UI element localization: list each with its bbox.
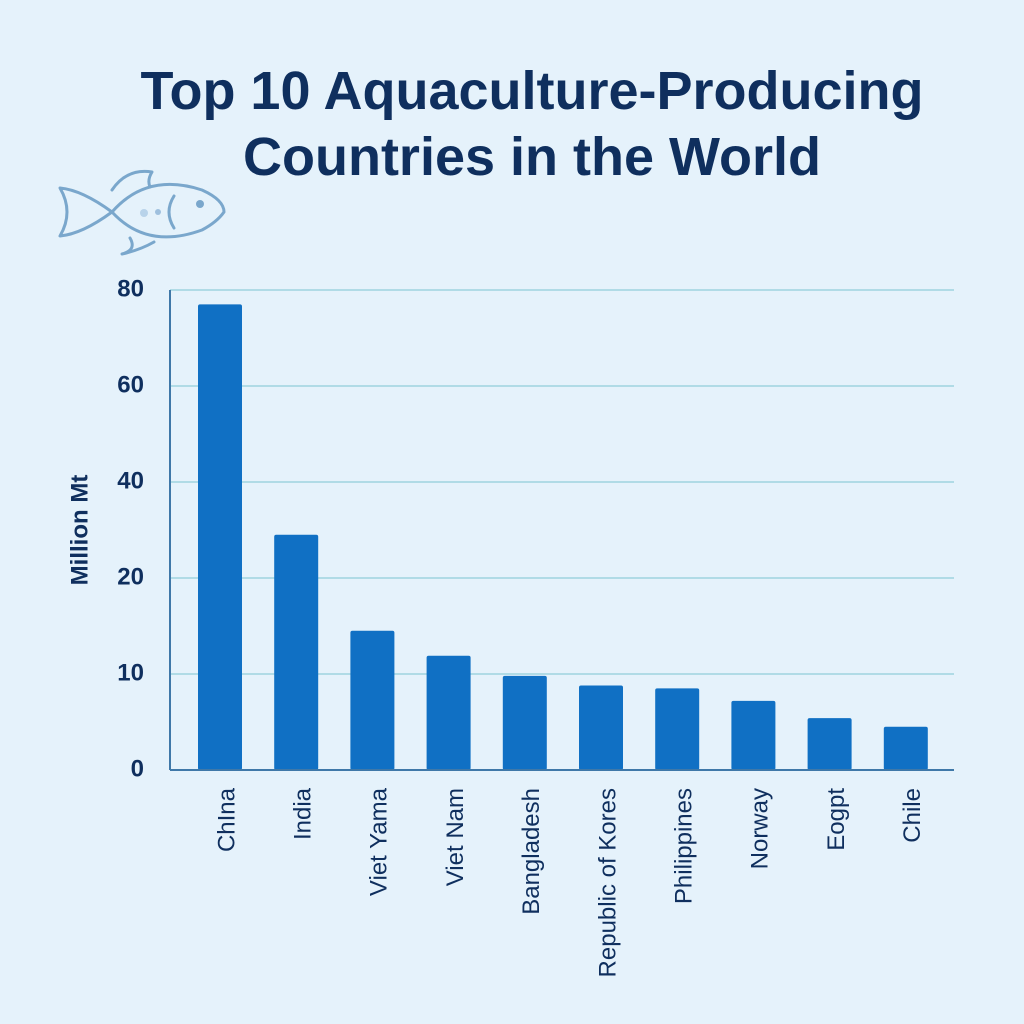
y-tick-labels: 0 10 20 40 60 80 [117,275,144,782]
x-tick-label: ChIna [213,787,240,852]
bar [350,630,395,770]
bar [502,675,547,770]
bar [655,688,700,770]
chart-title: Top 10 Aquaculture-Producing Countries i… [0,58,1024,190]
x-tick-label: Norway [747,788,774,869]
y-tick-label: 20 [117,563,144,590]
y-tick-label: 10 [117,659,144,686]
bar [426,655,471,770]
bar [731,700,776,770]
bar [198,304,242,770]
bar [579,685,623,770]
x-tick-label: India [290,787,317,840]
y-tick-label: 80 [117,275,144,302]
bar [807,718,852,770]
y-tick-label: 40 [117,467,144,494]
bar [883,726,928,770]
x-tick-label: Philippines [671,788,698,904]
y-tick-label: 0 [131,755,144,782]
x-tick-label: Viet Nam [442,788,469,886]
x-tick-label: Eogpt [823,788,850,851]
x-tick-label: Bangladesh [518,788,545,915]
x-tick-label: Republic of Kores [594,788,621,977]
y-axis-title: Million Mt [66,475,93,586]
x-tick-label: Viet Yama [366,787,393,896]
fish-icon [58,169,226,256]
x-tick-label: Chile [899,788,926,843]
bars [198,304,928,770]
y-tick-label: 60 [117,371,144,398]
chart-title-line-2: Countries in the World [243,127,821,187]
bar [274,534,319,770]
chart-title-line-1: Top 10 Aquaculture-Producing [140,61,924,121]
x-tick-labels: ChIna India Viet Yama Viet Nam Bangladesh Rep… [213,787,926,977]
